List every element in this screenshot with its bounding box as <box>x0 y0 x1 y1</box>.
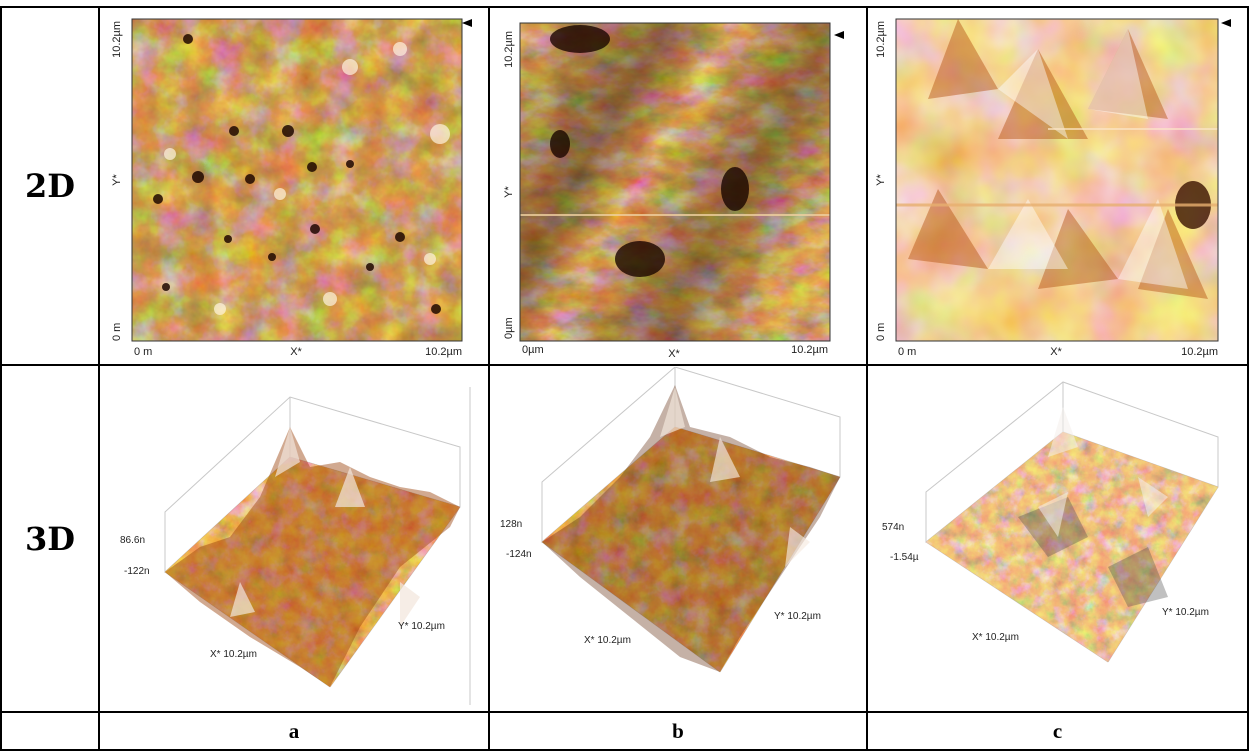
x-axis-end: 10.2µm <box>791 344 828 356</box>
afm-2d-map-b: 0µm X* 10.2µm 0µm Y* 10.2µm <box>503 22 844 360</box>
bright-grains <box>164 42 450 315</box>
y-axis-label: Y* <box>111 173 123 185</box>
map-frame <box>131 18 463 342</box>
afm-3d-surface-b: 128n -124n X* 10.2µm Y* 10.2µm <box>500 367 841 673</box>
y-axis-label: Y* <box>503 185 515 197</box>
x-axis-start: 0µm <box>522 344 544 356</box>
pits <box>153 34 441 314</box>
y-axis-start: 0 m <box>111 323 123 341</box>
z-min-label: -124n <box>506 549 532 560</box>
x-axis-label: X* <box>1050 346 1062 358</box>
y-axis-start: 0µm <box>503 317 515 339</box>
map-frame <box>519 22 831 342</box>
row-captions: a b c <box>0 711 1249 751</box>
afm-3d-surface-a: 86.6n -122n X* 10.2µm Y* 10.2µm <box>120 387 471 705</box>
dark-regions <box>550 25 749 277</box>
afm-2d-map-c: 0 m X* 10.2µm 0 m Y* 10.2µm <box>875 18 1231 358</box>
pyramid-highlights <box>988 29 1188 289</box>
x-axis-end: 10.2µm <box>425 346 462 358</box>
caption-a: a <box>98 711 490 751</box>
corner-marker-icon <box>1221 19 1231 27</box>
x-axis-label: X* <box>290 346 302 358</box>
y-axis-label-3d: Y* 10.2µm <box>398 621 445 632</box>
x-axis-label-3d: X* 10.2µm <box>972 632 1019 643</box>
figure-table: 2D <box>0 6 1249 751</box>
x-axis-label: X* <box>668 348 680 360</box>
x-axis-label-3d: X* 10.2µm <box>210 649 257 660</box>
surface-peaks <box>542 385 840 672</box>
surface-highlights <box>660 387 810 567</box>
panel-c-2d: 0 m X* 10.2µm 0 m Y* 10.2µm <box>866 6 1249 366</box>
caption-c: c <box>866 711 1249 751</box>
corner-marker-icon <box>462 19 472 27</box>
panel-c-3d: 574n -1.54µ X* 10.2µm Y* 10.2µm <box>866 364 1249 713</box>
surface-peaks <box>165 427 460 687</box>
row-label-2d: 2D <box>0 6 100 366</box>
z-max-label: 128n <box>500 519 522 530</box>
row-2d: 2D <box>0 6 1249 366</box>
diagonal-band <box>520 23 830 341</box>
corner-marker-icon <box>834 31 844 39</box>
x-axis-start: 0 m <box>898 346 916 358</box>
y-axis-label-3d: Y* 10.2µm <box>1162 607 1209 618</box>
caption-b: b <box>488 711 868 751</box>
z-max-label: 574n <box>882 522 904 533</box>
y-axis-end: 10.2µm <box>111 21 123 58</box>
x-axis-end: 10.2µm <box>1181 346 1218 358</box>
panel-a-3d: 86.6n -122n X* 10.2µm Y* 10.2µm <box>98 364 490 713</box>
afm-2d-map-a: 0 m X* 10.2µm 0 m Y* 10.2µm <box>111 18 472 358</box>
y-axis-start: 0 m <box>875 323 887 341</box>
panel-b-2d: 0µm X* 10.2µm 0µm Y* 10.2µm <box>488 6 868 366</box>
y-axis-label-3d: Y* 10.2µm <box>774 611 821 622</box>
z-min-label: -122n <box>124 566 150 577</box>
x-axis-start: 0 m <box>134 346 152 358</box>
map-frame <box>895 18 1219 342</box>
z-max-label: 86.6n <box>120 535 145 546</box>
z-min-label: -1.54µ <box>890 552 919 563</box>
caption-empty <box>0 711 100 751</box>
height-texture <box>132 19 462 341</box>
x-axis-label-3d: X* 10.2µm <box>584 635 631 646</box>
surface-highlights <box>230 427 420 627</box>
y-axis-end: 10.2µm <box>503 31 515 68</box>
panel-a-2d: 0 m X* 10.2µm 0 m Y* 10.2µm <box>98 6 490 366</box>
surface-highlights <box>1038 407 1168 537</box>
y-axis-end: 10.2µm <box>875 21 887 58</box>
height-texture <box>896 19 1218 341</box>
panel-b-3d: 128n -124n X* 10.2µm Y* 10.2µm <box>488 364 868 713</box>
row-label-3d: 3D <box>0 364 100 713</box>
afm-3d-surface-c: 574n -1.54µ X* 10.2µm Y* 10.2µm <box>882 381 1219 663</box>
pyramid-facets <box>908 19 1208 299</box>
y-axis-label: Y* <box>875 173 887 185</box>
row-3d: 3D <box>0 364 1249 713</box>
